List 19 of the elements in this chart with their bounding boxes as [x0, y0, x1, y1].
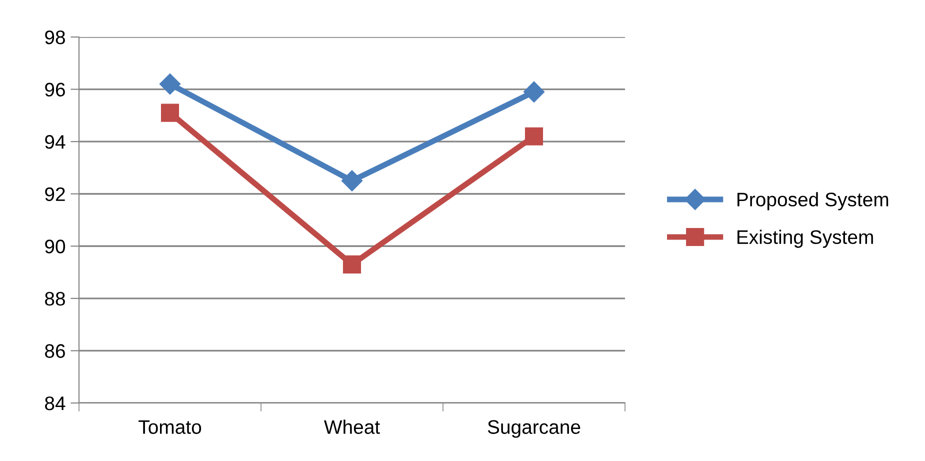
- point: [523, 81, 545, 102]
- legend-label: Proposed System: [738, 192, 888, 210]
- y-tick-label: 86: [45, 344, 65, 358]
- y-tick-label: 88: [45, 292, 65, 306]
- y-tick-label: 98: [45, 30, 65, 44]
- y-tick-label: 96: [45, 82, 65, 97]
- point: [159, 74, 181, 95]
- y-tick-label: 90: [45, 240, 66, 254]
- point: [524, 127, 544, 146]
- y-tick-label: 92: [45, 187, 65, 202]
- point: [342, 255, 362, 274]
- legend-label: Existing System: [738, 230, 873, 248]
- y-tick-label: 84: [45, 396, 66, 410]
- y-tick-label: 94: [45, 135, 66, 149]
- x-tick-label: Sugarcane: [488, 420, 580, 438]
- x-tick-label: Wheat: [324, 420, 380, 434]
- point: [341, 170, 363, 192]
- x-tick-label: Tomato: [138, 420, 202, 434]
- point: [160, 104, 180, 122]
